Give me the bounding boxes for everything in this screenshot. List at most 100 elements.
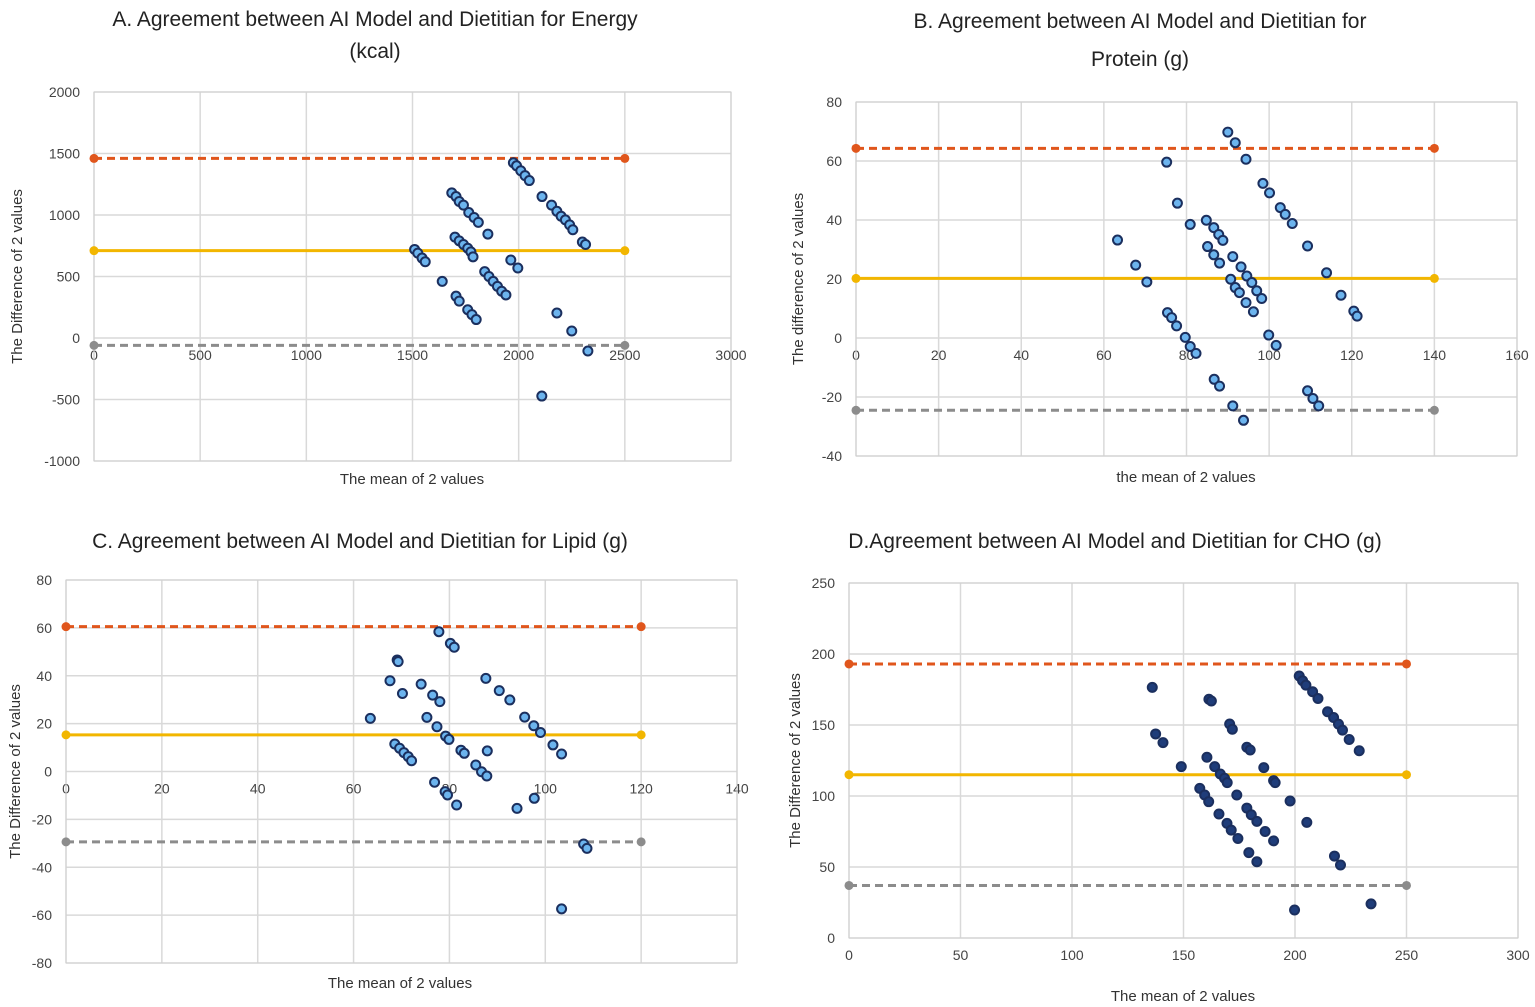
data-point	[1179, 331, 1191, 343]
data-point	[1257, 177, 1269, 189]
data-point	[528, 720, 540, 732]
x-tick-label: 40	[250, 781, 266, 797]
y-tick-label: 0	[834, 330, 842, 346]
data-point	[1184, 341, 1196, 353]
chart-title: Protein (g)	[1091, 48, 1189, 71]
data-point	[1286, 218, 1298, 230]
data-point	[566, 325, 578, 337]
data-point	[427, 689, 439, 701]
y-tick-label: 0	[44, 764, 52, 780]
x-axis-label: the mean of 2 values	[1116, 469, 1255, 486]
x-tick-label: 300	[1506, 947, 1530, 963]
x-tick-label: 40	[1013, 347, 1029, 363]
data-point	[1238, 414, 1250, 426]
data-point	[1208, 249, 1220, 261]
data-point	[1279, 208, 1291, 220]
x-tick-label: 20	[154, 781, 170, 797]
data-point	[1166, 312, 1178, 324]
data-point	[1259, 826, 1271, 837]
data-point	[1343, 733, 1355, 745]
upper-limit-line-marker	[1402, 659, 1411, 669]
plot-area	[848, 582, 1519, 939]
data-point	[581, 842, 593, 854]
chart-title: (kcal)	[349, 40, 400, 63]
data-point	[1208, 373, 1220, 385]
data-point	[1300, 679, 1312, 691]
y-tick-label: 1500	[49, 146, 80, 162]
data-point	[547, 739, 559, 751]
y-tick-label: -1000	[44, 453, 80, 469]
y-tick-label: 80	[826, 94, 842, 110]
x-tick-label: 100	[1060, 947, 1084, 963]
data-point	[415, 678, 427, 690]
data-point	[1112, 234, 1124, 246]
data-point	[582, 345, 594, 357]
data-point	[1231, 789, 1243, 801]
y-tick-label: 1000	[49, 207, 80, 223]
upper-limit-line-marker	[620, 153, 630, 163]
data-point	[1201, 751, 1213, 763]
data-point	[1175, 761, 1187, 773]
plot-area	[93, 91, 732, 462]
data-point	[457, 199, 469, 211]
x-tick-label: 20	[931, 347, 947, 363]
data-point	[528, 792, 540, 804]
data-point	[1235, 261, 1247, 273]
data-point	[519, 711, 531, 723]
data-point	[436, 275, 448, 287]
chart-panel-a: 0 500 1000 1500 2000 2500 3000-1000-5000500100…	[9, 8, 747, 488]
data-point	[434, 696, 446, 708]
y-tick-label: 40	[826, 212, 842, 228]
data-point	[512, 262, 524, 274]
x-tick-label: 60	[1096, 347, 1112, 363]
data-point	[1258, 762, 1270, 774]
data-point	[419, 256, 431, 268]
y-tick-label: 150	[812, 717, 836, 733]
data-point	[421, 711, 433, 723]
data-point	[472, 216, 484, 228]
data-point	[481, 770, 493, 782]
data-point	[1214, 380, 1226, 392]
data-point	[1225, 273, 1237, 285]
data-point	[536, 390, 548, 402]
y-tick-label: -500	[52, 392, 80, 408]
data-point	[364, 712, 376, 724]
y-tick-label: 80	[36, 572, 52, 588]
lower-limit-line-marker	[620, 340, 630, 350]
data-point	[1130, 259, 1142, 271]
y-tick-label: 20	[826, 271, 842, 287]
data-point	[384, 675, 396, 687]
data-point	[1225, 824, 1237, 836]
lower-limit-line-marker	[1402, 880, 1411, 890]
data-point	[433, 626, 445, 638]
y-tick-label: 200	[812, 646, 836, 662]
lower-limit-line-marker	[89, 340, 99, 350]
data-point	[1251, 815, 1263, 827]
x-tick-label: 100	[534, 781, 558, 797]
chart-title: C. Agreement between AI Model and Dietit…	[92, 530, 628, 553]
data-point	[1209, 761, 1221, 773]
y-tick-label: 60	[36, 620, 52, 636]
y-tick-label: -20	[32, 811, 52, 827]
x-axis-label: The mean of 2 values	[1111, 988, 1255, 1005]
x-tick-label: 200	[1283, 947, 1307, 963]
data-point	[1171, 197, 1183, 209]
data-point	[1245, 809, 1257, 821]
mean-difference-line-marker	[61, 730, 71, 740]
data-point	[443, 733, 455, 745]
data-point	[1146, 681, 1158, 693]
data-point	[556, 903, 568, 915]
data-point	[467, 251, 479, 263]
data-point	[1313, 400, 1325, 412]
data-point	[480, 672, 492, 684]
x-tick-label: 140	[1423, 347, 1447, 363]
data-point	[1251, 856, 1263, 868]
data-point	[1244, 744, 1256, 756]
data-point	[482, 228, 494, 240]
data-point	[1284, 795, 1296, 807]
y-tick-label: 60	[826, 153, 842, 169]
y-tick-label: 100	[812, 788, 836, 804]
x-tick-label: 150	[1172, 947, 1196, 963]
x-tick-label: 0	[845, 947, 853, 963]
data-point	[1365, 898, 1377, 910]
